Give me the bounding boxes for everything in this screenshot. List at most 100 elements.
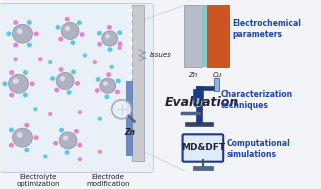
Circle shape — [128, 141, 133, 146]
Circle shape — [50, 76, 55, 81]
Circle shape — [38, 57, 42, 61]
Circle shape — [65, 26, 70, 31]
Circle shape — [59, 128, 64, 132]
Circle shape — [117, 41, 123, 46]
Circle shape — [27, 43, 32, 47]
Circle shape — [128, 66, 133, 71]
Circle shape — [77, 143, 82, 147]
Circle shape — [27, 20, 32, 25]
Circle shape — [128, 8, 133, 12]
Circle shape — [56, 25, 60, 30]
Circle shape — [128, 58, 133, 63]
Circle shape — [13, 43, 18, 47]
Circle shape — [102, 31, 118, 46]
Bar — [207, 5, 229, 67]
Circle shape — [98, 150, 102, 154]
Circle shape — [96, 77, 100, 82]
Circle shape — [83, 53, 87, 57]
Circle shape — [59, 132, 77, 149]
Circle shape — [97, 31, 102, 36]
Text: Electrode
modification: Electrode modification — [86, 174, 129, 187]
Circle shape — [23, 70, 28, 75]
Text: MD&DFT: MD&DFT — [181, 143, 225, 153]
Circle shape — [128, 116, 133, 121]
Circle shape — [65, 150, 69, 155]
Circle shape — [17, 132, 23, 138]
Text: Characterization
techniques: Characterization techniques — [221, 90, 293, 110]
Circle shape — [70, 40, 75, 45]
Circle shape — [78, 157, 82, 161]
Circle shape — [34, 135, 39, 140]
Bar — [214, 78, 219, 91]
Text: Computational
simulations: Computational simulations — [227, 139, 291, 159]
Text: Evaluation: Evaluation — [164, 96, 239, 109]
Circle shape — [77, 20, 82, 25]
Circle shape — [128, 74, 133, 79]
Circle shape — [117, 46, 122, 50]
Bar — [132, 5, 144, 161]
Circle shape — [106, 72, 111, 77]
Circle shape — [59, 67, 64, 72]
Circle shape — [112, 100, 132, 119]
Circle shape — [23, 93, 28, 98]
Circle shape — [116, 78, 121, 83]
Circle shape — [128, 99, 133, 104]
Circle shape — [93, 60, 97, 64]
Circle shape — [75, 81, 80, 86]
Circle shape — [107, 25, 112, 30]
Circle shape — [105, 34, 110, 39]
Bar — [193, 89, 203, 103]
Circle shape — [2, 81, 7, 86]
Circle shape — [71, 70, 76, 74]
Circle shape — [13, 78, 19, 84]
Text: Issues: Issues — [149, 53, 171, 58]
Circle shape — [61, 22, 79, 40]
Text: Cu: Cu — [213, 71, 222, 77]
Circle shape — [53, 141, 58, 146]
Circle shape — [34, 31, 39, 36]
Bar — [202, 5, 207, 67]
Circle shape — [117, 30, 122, 35]
Circle shape — [54, 88, 59, 92]
Circle shape — [97, 42, 102, 47]
Circle shape — [13, 24, 32, 43]
Text: Zn: Zn — [188, 71, 198, 77]
Circle shape — [48, 112, 52, 116]
Text: Electrolyte
optimization: Electrolyte optimization — [17, 174, 60, 187]
Circle shape — [128, 16, 133, 21]
Circle shape — [56, 72, 74, 89]
Circle shape — [13, 128, 32, 147]
Text: Electrochemical
parameters: Electrochemical parameters — [233, 19, 301, 39]
Circle shape — [60, 76, 65, 81]
Bar — [196, 86, 218, 90]
Circle shape — [13, 20, 18, 25]
Circle shape — [9, 70, 14, 75]
Circle shape — [193, 98, 203, 107]
Text: Zn: Zn — [124, 128, 135, 137]
Circle shape — [6, 31, 11, 36]
Bar — [193, 166, 213, 170]
Circle shape — [65, 17, 70, 22]
Circle shape — [128, 108, 133, 112]
Circle shape — [128, 50, 133, 54]
Circle shape — [128, 41, 133, 46]
Circle shape — [58, 37, 63, 41]
Circle shape — [9, 128, 14, 132]
Circle shape — [24, 123, 29, 128]
Circle shape — [63, 136, 68, 141]
Circle shape — [108, 47, 112, 52]
Bar — [181, 112, 201, 115]
Bar — [196, 86, 202, 123]
Circle shape — [128, 133, 133, 137]
Circle shape — [17, 28, 23, 34]
Circle shape — [74, 129, 79, 134]
Circle shape — [33, 107, 38, 111]
Bar — [184, 5, 202, 67]
Circle shape — [115, 90, 120, 94]
Circle shape — [48, 60, 52, 64]
FancyBboxPatch shape — [1, 4, 153, 173]
Circle shape — [128, 124, 133, 129]
Circle shape — [98, 117, 102, 121]
Circle shape — [67, 90, 72, 95]
Bar — [126, 81, 133, 156]
